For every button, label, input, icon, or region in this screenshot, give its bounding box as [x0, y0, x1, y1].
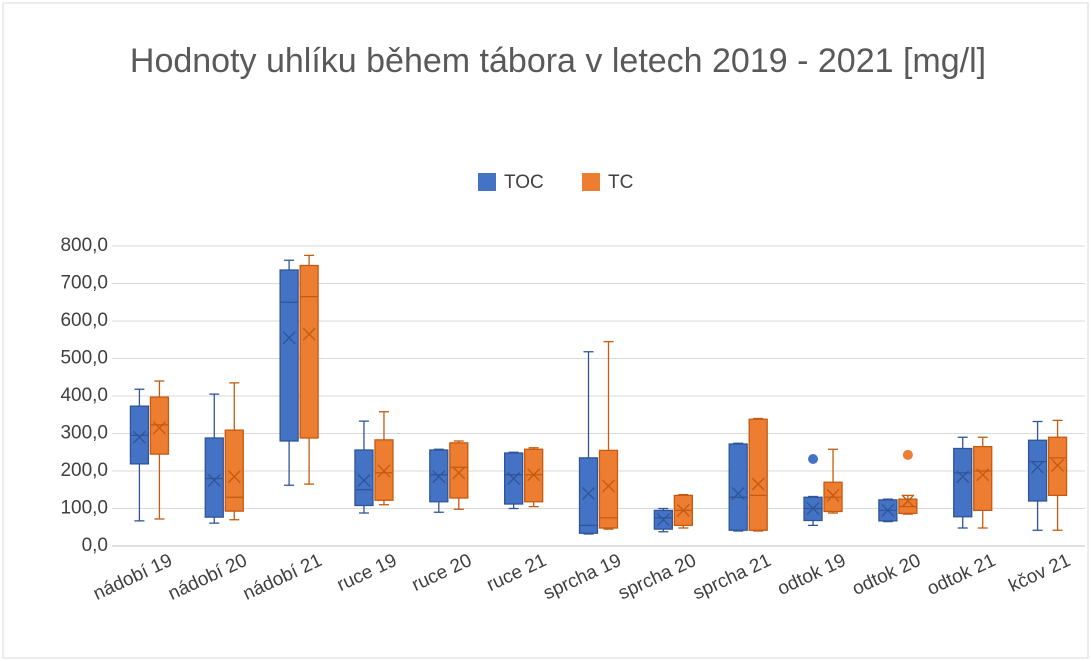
y-tick-label: 600,0	[60, 310, 108, 331]
mean-marker	[357, 473, 371, 487]
mean-marker	[282, 331, 296, 345]
y-tick-label: 0,0	[82, 535, 108, 556]
x-tick-label: ruce 21	[484, 550, 550, 596]
y-tick-label: 700,0	[60, 273, 108, 294]
x-tick-label: sprcha 19	[540, 550, 625, 604]
chart-title: Hodnoty uhlíku během tábora v letech 201…	[129, 42, 987, 80]
mean-marker	[602, 479, 615, 493]
y-tick-label: 800,0	[60, 235, 108, 256]
y-tick-label: 400,0	[60, 385, 108, 406]
y-tick-label: 200,0	[60, 460, 108, 481]
box	[149, 396, 170, 455]
legend-swatch	[478, 173, 496, 191]
mean-marker	[227, 470, 241, 484]
mean-marker	[152, 421, 166, 435]
outlier	[808, 454, 819, 464]
mean-marker	[527, 468, 541, 482]
box	[748, 418, 768, 531]
x-tick-label: sprcha 20	[615, 550, 700, 604]
x-tick-label: ruce 19	[334, 550, 400, 596]
mean-marker	[731, 487, 745, 500]
y-tick-label: 500,0	[60, 348, 108, 369]
mean-marker	[901, 494, 915, 508]
mean-marker	[582, 487, 595, 500]
box	[1047, 436, 1068, 497]
mean-marker	[432, 470, 446, 484]
mean-marker	[302, 327, 316, 341]
box	[953, 447, 973, 518]
legend-swatch	[582, 173, 600, 191]
box	[204, 437, 224, 518]
x-tick-label: odtok 19	[774, 550, 849, 600]
x-tick-label: nádobí 19	[90, 550, 175, 605]
mean-marker	[806, 502, 820, 515]
legend-label: TC	[608, 172, 633, 193]
mean-marker	[976, 468, 990, 482]
x-tick-label: ruce 20	[409, 550, 475, 596]
mean-marker	[676, 503, 690, 517]
mean-marker	[452, 466, 466, 480]
box	[1027, 439, 1048, 502]
mean-marker	[826, 488, 840, 502]
x-tick-label: sprcha 21	[690, 550, 775, 604]
box	[224, 429, 244, 512]
mean-marker	[132, 430, 146, 444]
x-tick-label: odtok 21	[924, 550, 999, 600]
outlier	[902, 449, 913, 460]
x-tick-label: odtok 20	[849, 550, 924, 600]
box	[449, 442, 469, 499]
box	[279, 269, 299, 442]
box	[598, 449, 619, 529]
mean-marker	[656, 513, 670, 527]
mean-marker	[1031, 460, 1045, 474]
box	[728, 443, 748, 531]
mean-marker	[1051, 458, 1065, 472]
mean-marker	[881, 503, 895, 517]
box	[578, 457, 599, 534]
mean-marker	[207, 473, 221, 487]
box	[299, 264, 319, 439]
x-tick-label: nádobí 20	[165, 550, 250, 605]
mean-marker	[377, 464, 391, 478]
box	[354, 449, 374, 507]
x-tick-label: nádobí 21	[240, 550, 325, 605]
box	[374, 439, 394, 501]
x-tick-label: kčov 21	[1006, 550, 1074, 597]
mean-marker	[956, 470, 970, 484]
y-tick-label: 300,0	[60, 423, 108, 444]
box	[973, 445, 993, 512]
mean-marker	[507, 472, 521, 485]
mean-marker	[751, 477, 765, 491]
y-tick-label: 100,0	[60, 498, 108, 519]
legend-label: TOC	[504, 172, 544, 193]
